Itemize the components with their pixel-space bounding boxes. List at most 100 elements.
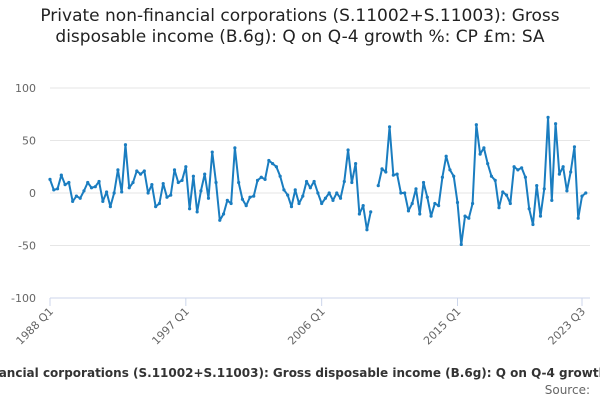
point bbox=[474, 123, 478, 127]
point bbox=[459, 242, 463, 247]
point bbox=[320, 201, 324, 206]
point bbox=[523, 175, 528, 179]
point bbox=[199, 189, 203, 193]
legend-label: Private non-financial corporations (S.11… bbox=[0, 366, 600, 380]
point bbox=[346, 148, 350, 152]
x-tick-label: 2023 Q3 bbox=[546, 305, 589, 348]
point bbox=[553, 122, 558, 126]
chart-title: Private non-financial corporations (S.11… bbox=[40, 6, 560, 47]
point bbox=[203, 172, 207, 176]
point bbox=[59, 173, 63, 177]
point bbox=[101, 199, 105, 203]
point bbox=[448, 168, 452, 172]
point bbox=[97, 179, 101, 184]
point bbox=[323, 196, 328, 200]
y-tick-label: 0 bbox=[29, 187, 36, 200]
point bbox=[414, 187, 418, 191]
point bbox=[161, 181, 165, 186]
point bbox=[452, 174, 456, 178]
point bbox=[214, 180, 218, 185]
point bbox=[142, 169, 146, 173]
point bbox=[531, 222, 535, 227]
point bbox=[470, 201, 475, 206]
point bbox=[350, 180, 354, 185]
point bbox=[229, 201, 233, 206]
point bbox=[410, 201, 414, 206]
point bbox=[218, 218, 222, 222]
point bbox=[354, 162, 358, 166]
point bbox=[395, 172, 399, 176]
point bbox=[67, 180, 71, 185]
point bbox=[263, 177, 267, 181]
point bbox=[289, 205, 294, 209]
point bbox=[308, 186, 312, 190]
point bbox=[188, 207, 192, 211]
x-tick-label: 1997 Q1 bbox=[149, 305, 192, 348]
point bbox=[225, 198, 229, 202]
point bbox=[497, 206, 501, 210]
point bbox=[486, 162, 490, 166]
point bbox=[301, 194, 305, 198]
point bbox=[565, 189, 569, 193]
point bbox=[516, 168, 520, 172]
series-line bbox=[49, 116, 587, 246]
point bbox=[274, 165, 278, 169]
point bbox=[271, 162, 275, 166]
point bbox=[584, 191, 588, 195]
point bbox=[542, 187, 546, 191]
point bbox=[82, 189, 86, 193]
y-tick-label: -50 bbox=[18, 240, 36, 253]
point bbox=[384, 170, 388, 174]
x-tick-label: 2006 Q1 bbox=[285, 305, 328, 348]
point bbox=[546, 115, 550, 119]
point bbox=[455, 200, 460, 205]
y-tick-label: 50 bbox=[22, 135, 36, 148]
point bbox=[206, 196, 211, 200]
point bbox=[418, 212, 422, 216]
point bbox=[240, 197, 245, 201]
point bbox=[135, 169, 139, 173]
point bbox=[74, 194, 79, 198]
point bbox=[131, 180, 135, 185]
y-tick-label: 100 bbox=[15, 82, 36, 95]
point bbox=[369, 210, 373, 214]
point bbox=[255, 178, 260, 182]
point bbox=[576, 216, 580, 220]
point bbox=[463, 214, 467, 218]
point bbox=[316, 191, 320, 195]
point bbox=[138, 172, 143, 176]
point bbox=[380, 167, 384, 171]
point bbox=[376, 184, 380, 188]
point bbox=[108, 205, 112, 209]
point bbox=[146, 191, 150, 195]
point bbox=[478, 152, 482, 156]
point bbox=[327, 191, 331, 195]
point bbox=[195, 210, 199, 214]
point bbox=[403, 191, 407, 195]
point bbox=[112, 191, 116, 195]
point bbox=[150, 183, 154, 187]
point bbox=[421, 180, 426, 185]
point bbox=[437, 204, 441, 208]
point bbox=[191, 174, 195, 178]
point bbox=[535, 184, 539, 188]
point bbox=[433, 201, 437, 206]
point bbox=[116, 168, 120, 172]
point bbox=[93, 185, 97, 189]
point bbox=[569, 170, 573, 174]
point bbox=[406, 209, 411, 213]
point bbox=[165, 195, 169, 199]
point bbox=[297, 201, 301, 206]
point bbox=[361, 204, 365, 208]
point bbox=[267, 158, 271, 163]
x-tick-label: 2015 Q1 bbox=[421, 305, 464, 348]
point bbox=[493, 178, 497, 182]
y-tick-label: -100 bbox=[11, 292, 36, 305]
point bbox=[508, 201, 512, 206]
point bbox=[248, 195, 252, 199]
point bbox=[63, 183, 67, 187]
point bbox=[304, 179, 309, 184]
point bbox=[527, 207, 531, 211]
